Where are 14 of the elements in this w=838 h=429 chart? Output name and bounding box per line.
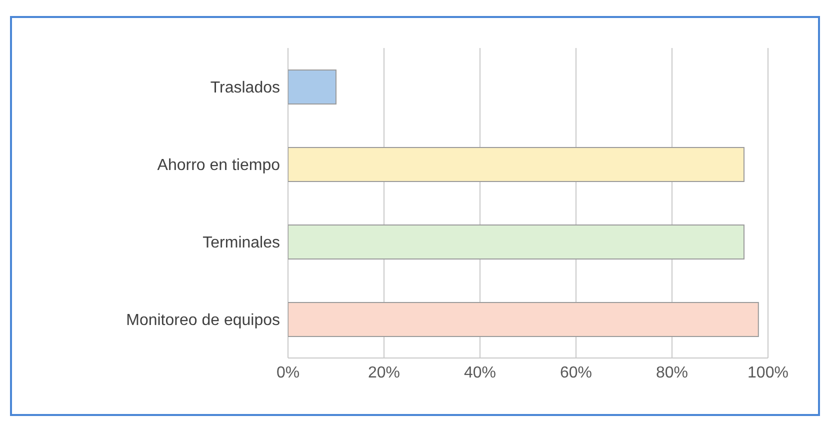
x-tick-label: 80% [656, 364, 688, 382]
bar [288, 70, 336, 104]
x-tick-label: 60% [560, 364, 592, 382]
y-tick-label: Monitoreo de equipos [126, 312, 280, 329]
bar [288, 224, 744, 260]
bar [288, 147, 744, 182]
x-tick-label: 40% [464, 364, 496, 382]
y-tick-label: Terminales [202, 234, 280, 252]
x-tick-label: 0% [276, 364, 300, 382]
bar [288, 302, 759, 337]
y-tick-label: Ahorro en tiempo [157, 156, 280, 174]
x-tick-label: 20% [368, 364, 400, 382]
x-tick-label: 100% [748, 364, 788, 382]
y-tick-label: Traslados [210, 79, 280, 96]
